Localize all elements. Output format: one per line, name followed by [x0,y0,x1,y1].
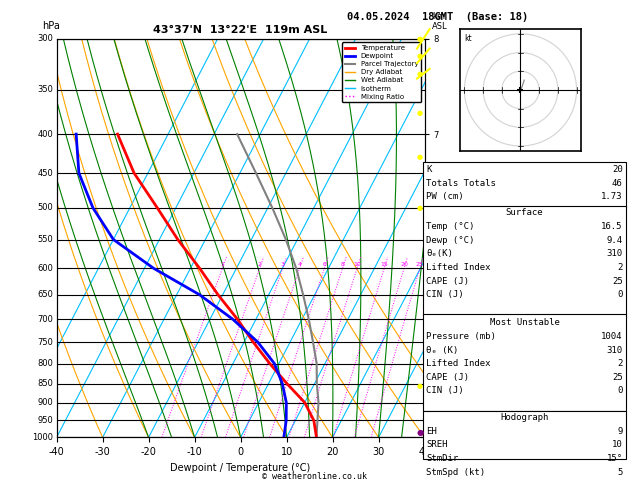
Text: θₑ(K): θₑ(K) [426,249,454,259]
Text: 2: 2 [617,263,623,272]
Text: 310: 310 [606,249,623,259]
Text: ●: ● [417,36,423,42]
Text: K: K [426,165,432,174]
Legend: Temperature, Dewpoint, Parcel Trajectory, Dry Adiabat, Wet Adiabat, Isotherm, Mi: Temperature, Dewpoint, Parcel Trajectory… [342,42,421,103]
Text: 350: 350 [37,86,53,94]
Text: 450: 450 [37,169,53,177]
Text: ●: ● [417,154,423,160]
Text: 04.05.2024  18GMT  (Base: 18): 04.05.2024 18GMT (Base: 18) [347,12,528,22]
Text: 1004: 1004 [601,332,623,341]
Text: 20: 20 [400,262,408,267]
Text: Lifted Index: Lifted Index [426,359,491,368]
Text: 10: 10 [353,262,361,267]
Text: 400: 400 [37,130,53,139]
Text: 2: 2 [258,262,262,267]
Text: 0: 0 [617,290,623,299]
Text: 950: 950 [37,416,53,425]
Text: 600: 600 [37,264,53,273]
Text: StmDir: StmDir [426,454,459,463]
Text: θₑ (K): θₑ (K) [426,346,459,355]
Text: 1000: 1000 [32,433,53,442]
Text: Pressure (mb): Pressure (mb) [426,332,496,341]
Text: ●: ● [417,205,423,211]
Text: 650: 650 [37,290,53,299]
Text: StmSpd (kt): StmSpd (kt) [426,468,486,477]
Text: 750: 750 [37,338,53,347]
Text: 6: 6 [323,262,326,267]
Text: Totals Totals: Totals Totals [426,179,496,188]
Text: ●: ● [417,383,423,389]
Text: CIN (J): CIN (J) [426,290,464,299]
Text: 2: 2 [617,359,623,368]
Text: 4: 4 [298,262,302,267]
Text: km
ASL: km ASL [432,12,448,31]
Text: Surface: Surface [506,208,543,218]
Text: Most Unstable: Most Unstable [489,318,560,328]
Text: 8: 8 [341,262,345,267]
Text: CAPE (J): CAPE (J) [426,373,469,382]
Text: 0: 0 [617,386,623,396]
Text: 9.4: 9.4 [606,236,623,245]
Text: 310: 310 [606,346,623,355]
Text: 25: 25 [416,262,424,267]
Text: Mixing Ratio (g/kg): Mixing Ratio (g/kg) [428,202,437,275]
Text: 900: 900 [37,398,53,407]
Text: kt: kt [464,34,472,43]
Text: 25: 25 [612,373,623,382]
Text: 10: 10 [612,440,623,450]
Text: 3: 3 [281,262,285,267]
Text: 9: 9 [617,427,623,436]
Text: ●: ● [417,71,423,77]
Text: hPa: hPa [42,21,60,31]
Text: 1LCL: 1LCL [432,403,449,409]
Text: Dewp (°C): Dewp (°C) [426,236,475,245]
Text: 700: 700 [37,315,53,324]
Text: © weatheronline.co.uk: © weatheronline.co.uk [262,472,367,481]
Text: 25: 25 [612,277,623,286]
Text: Hodograph: Hodograph [501,413,548,422]
X-axis label: Dewpoint / Temperature (°C): Dewpoint / Temperature (°C) [170,463,311,473]
Text: 15: 15 [381,262,388,267]
Text: 1: 1 [220,262,225,267]
Text: 800: 800 [37,359,53,368]
Text: CAPE (J): CAPE (J) [426,277,469,286]
Text: 300: 300 [37,35,53,43]
Text: 500: 500 [37,204,53,212]
Title: 43°37'N  13°22'E  119m ASL: 43°37'N 13°22'E 119m ASL [153,25,328,35]
Text: 5: 5 [617,468,623,477]
Text: EH: EH [426,427,437,436]
Text: PW (cm): PW (cm) [426,192,464,202]
Text: 550: 550 [37,235,53,244]
Text: ●: ● [417,110,423,116]
Text: 16.5: 16.5 [601,222,623,231]
Text: SREH: SREH [426,440,448,450]
Text: Temp (°C): Temp (°C) [426,222,475,231]
Text: ●: ● [417,53,423,59]
Text: 850: 850 [37,379,53,388]
Text: 1.73: 1.73 [601,192,623,202]
Text: CIN (J): CIN (J) [426,386,464,396]
Text: Lifted Index: Lifted Index [426,263,491,272]
Text: 15°: 15° [606,454,623,463]
Text: 20: 20 [612,165,623,174]
Text: 46: 46 [612,179,623,188]
Text: ●: ● [416,428,424,437]
